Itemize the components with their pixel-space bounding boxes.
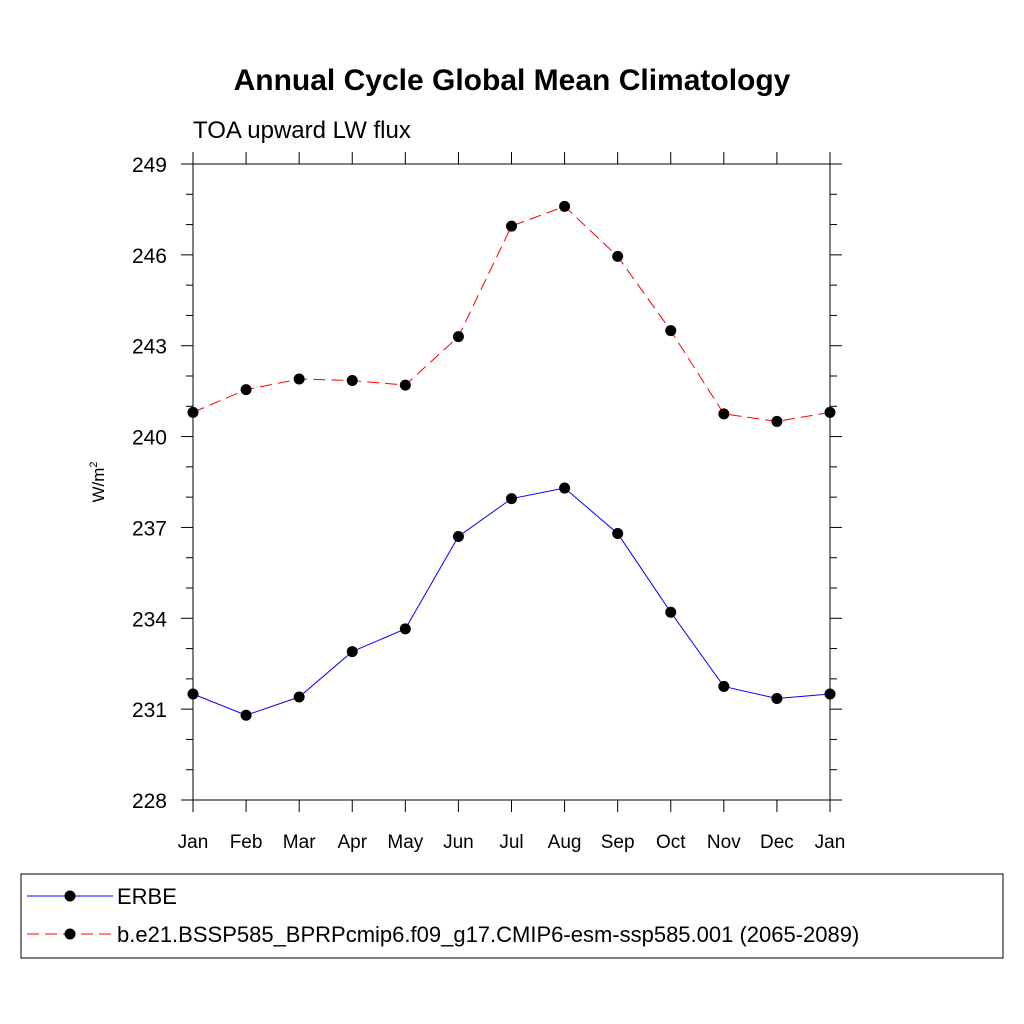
series-2-point <box>452 331 464 343</box>
legend-marker-1 <box>64 890 76 902</box>
x-tick-label: Jan <box>815 832 846 853</box>
series-1-point <box>293 691 305 703</box>
series-1-point <box>718 680 730 692</box>
y-tick-label: 231 <box>132 699 167 722</box>
series-2-point <box>771 415 783 427</box>
series-2-point <box>559 200 571 212</box>
x-tick-label: Jun <box>443 832 474 853</box>
x-tick-label: Sep <box>601 832 635 853</box>
chart-title: Annual Cycle Global Mean Climatology <box>234 64 791 97</box>
x-tick-label: Feb <box>230 832 263 853</box>
y-tick-label: 240 <box>132 427 167 450</box>
x-tick-label: Aug <box>548 832 582 853</box>
y-axis-label-base: W/m <box>89 468 108 503</box>
axis-ticks <box>181 152 842 812</box>
y-tick-label: 249 <box>132 154 167 177</box>
series-1-point <box>506 493 517 505</box>
series-1-point <box>771 693 783 705</box>
series-line-1 <box>192 487 831 716</box>
series-1-point <box>346 646 358 658</box>
series-1-point <box>452 531 464 543</box>
x-tick-label: May <box>387 832 423 853</box>
series-1-point <box>240 709 252 721</box>
plot-frame <box>192 163 831 801</box>
x-tick-label: Dec <box>760 832 794 853</box>
legend-marker-2 <box>64 928 76 940</box>
legend: ERBE b.e21.BSSP585_BPRPcmip6.f09_g17.CMIP… <box>20 873 1004 959</box>
y-tick-label: 228 <box>132 790 167 813</box>
series-2-point <box>665 325 677 337</box>
series-2-point <box>506 220 517 232</box>
y-axis-label-superscript: 2 <box>88 461 100 467</box>
series-line-2 <box>192 205 831 422</box>
series-2-point <box>293 373 305 385</box>
x-tick-label: Jan <box>178 832 209 853</box>
series-1-point <box>399 623 411 635</box>
tick-labels: 228 231 234 237 240 243 246 249 Jan Feb Mar Apr May J… <box>132 154 845 853</box>
x-tick-label: Apr <box>337 832 367 853</box>
series-2-point <box>399 379 411 391</box>
svg-text:W/m2: W/m2 <box>88 461 108 502</box>
legend-label-1: ERBE <box>117 884 177 909</box>
y-tick-label: 246 <box>132 245 167 268</box>
x-tick-label: Nov <box>707 832 741 853</box>
legend-box <box>20 873 1004 959</box>
chart-subtitle: TOA upward LW flux <box>193 117 411 144</box>
y-tick-label: 243 <box>132 336 167 359</box>
series-1-point <box>612 527 624 539</box>
series-1-point <box>665 606 677 618</box>
y-tick-label: 237 <box>132 517 167 540</box>
series-2-point <box>612 250 624 262</box>
x-tick-label: Oct <box>656 832 686 853</box>
x-tick-label: Jul <box>499 832 523 853</box>
legend-label-2: b.e21.BSSP585_BPRPcmip6.f09_g17.CMIP6-es… <box>117 922 859 947</box>
series-2-point <box>718 408 730 420</box>
series-group <box>187 200 836 721</box>
series-2-point <box>240 384 252 396</box>
series-1-point <box>559 482 571 494</box>
series-2-point <box>346 375 358 387</box>
y-axis-label: W/m2 <box>88 461 108 502</box>
y-tick-label: 234 <box>132 608 167 631</box>
x-tick-label: Mar <box>283 832 316 853</box>
